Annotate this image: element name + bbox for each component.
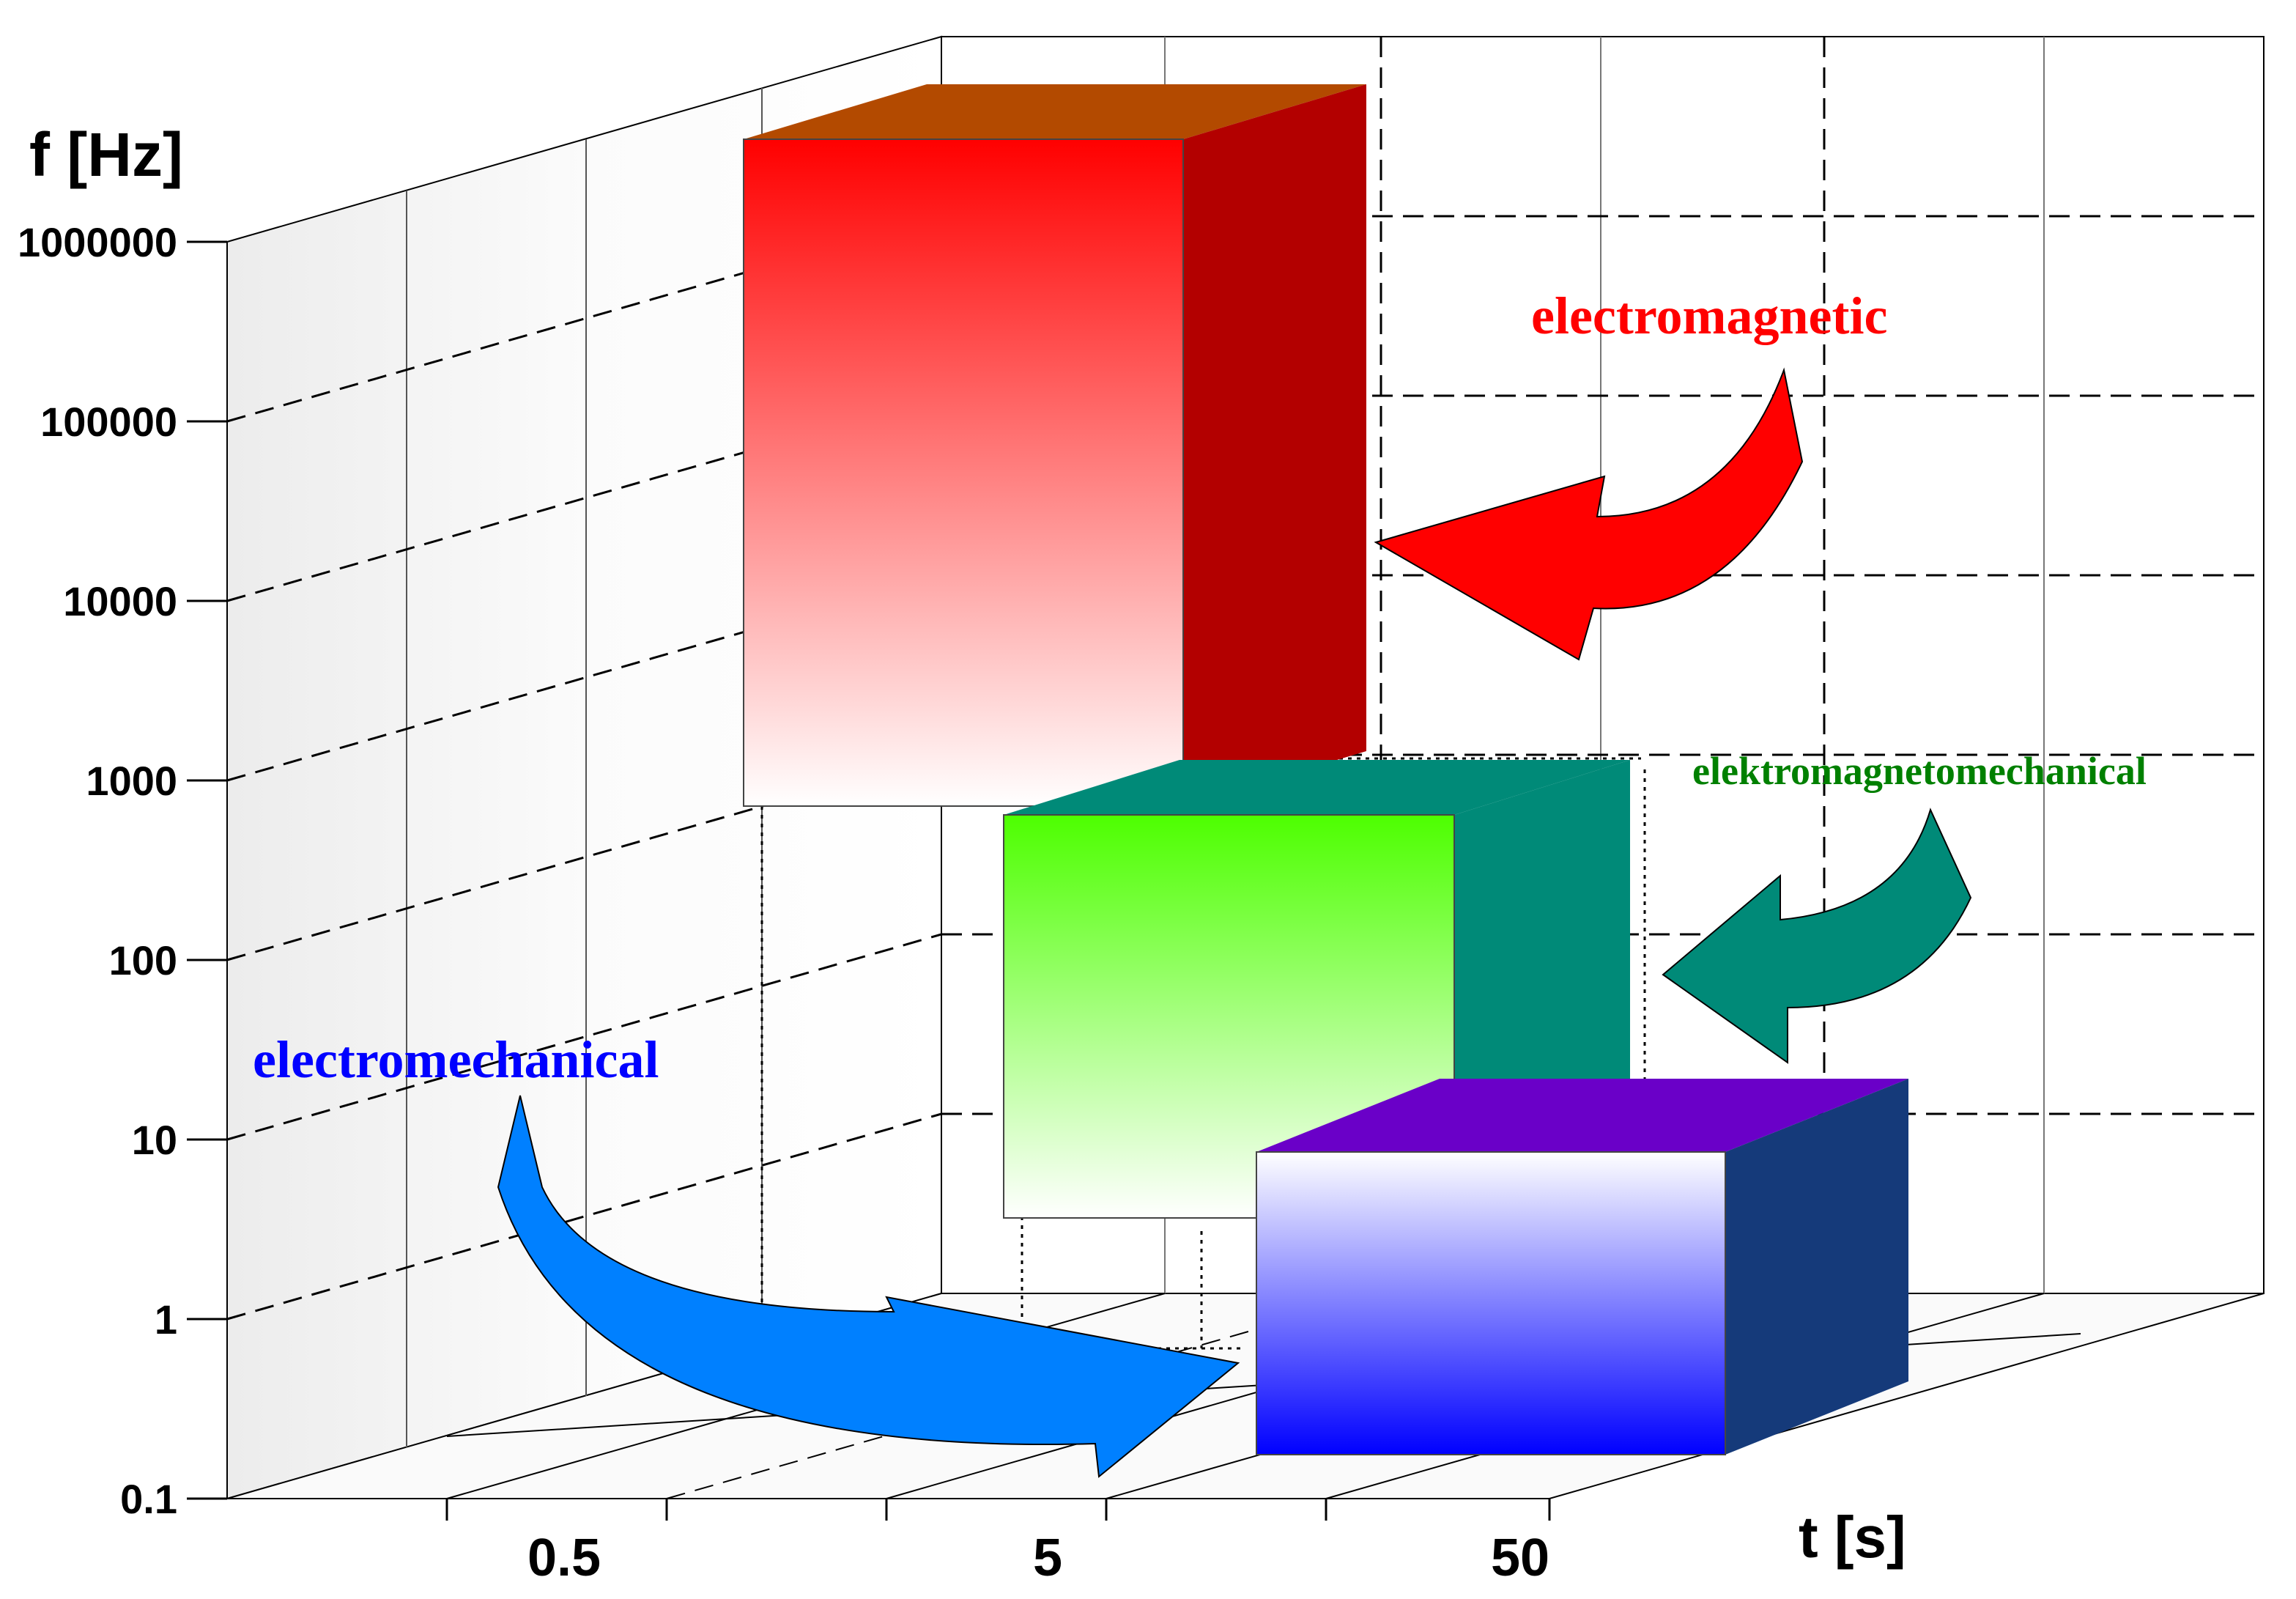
y-tick-label: 100 bbox=[109, 937, 177, 983]
bar-top-face bbox=[1256, 1079, 1908, 1152]
x-tick-label: 5 bbox=[1033, 1529, 1062, 1587]
elektromagnetomechanical-label: elektromagnetomechanical bbox=[1692, 749, 2147, 793]
bars bbox=[743, 84, 1908, 1455]
y-tick-label: 1 bbox=[155, 1296, 177, 1343]
electromechanical-label: electromechanical bbox=[253, 1030, 659, 1089]
y-tick-label: 0.1 bbox=[120, 1476, 177, 1522]
bar-front-face bbox=[743, 139, 1184, 807]
bar-front-face bbox=[1256, 1151, 1726, 1455]
bar-top-face bbox=[744, 84, 1366, 139]
y-tick-label: 100000 bbox=[40, 399, 177, 445]
electromechanical-arrow bbox=[497, 1095, 1240, 1478]
x-tick-label: 0.5 bbox=[527, 1529, 601, 1587]
bar-electromagnetic bbox=[743, 84, 1366, 807]
y-axis-ticks: 0.1 1 10 100 1000 10000 100000 1000000 bbox=[18, 219, 227, 1522]
elektromagnetomechanical-arrow bbox=[1662, 808, 1972, 1064]
bar-side-face bbox=[1183, 84, 1366, 806]
y-tick-label: 10000 bbox=[63, 578, 177, 624]
y-tick-label: 1000000 bbox=[18, 219, 177, 265]
y-tick-label: 1000 bbox=[86, 758, 177, 804]
y-tick-label: 10 bbox=[132, 1117, 177, 1163]
arrows bbox=[497, 367, 1972, 1478]
electromagnetic-arrow bbox=[1374, 367, 1804, 661]
electromagnetic-label: electromagnetic bbox=[1531, 287, 1887, 345]
x-tick-label: 50 bbox=[1491, 1529, 1549, 1587]
y-axis-label: f [Hz] bbox=[29, 120, 183, 189]
x-axis-ticks: 0.5 5 50 bbox=[445, 1499, 1551, 1587]
bar-top-face bbox=[1004, 760, 1630, 815]
x-axis-label: t [s] bbox=[1799, 1504, 1906, 1570]
bar-electromechanical bbox=[1256, 1079, 1908, 1455]
bar-side-face bbox=[1725, 1079, 1908, 1455]
